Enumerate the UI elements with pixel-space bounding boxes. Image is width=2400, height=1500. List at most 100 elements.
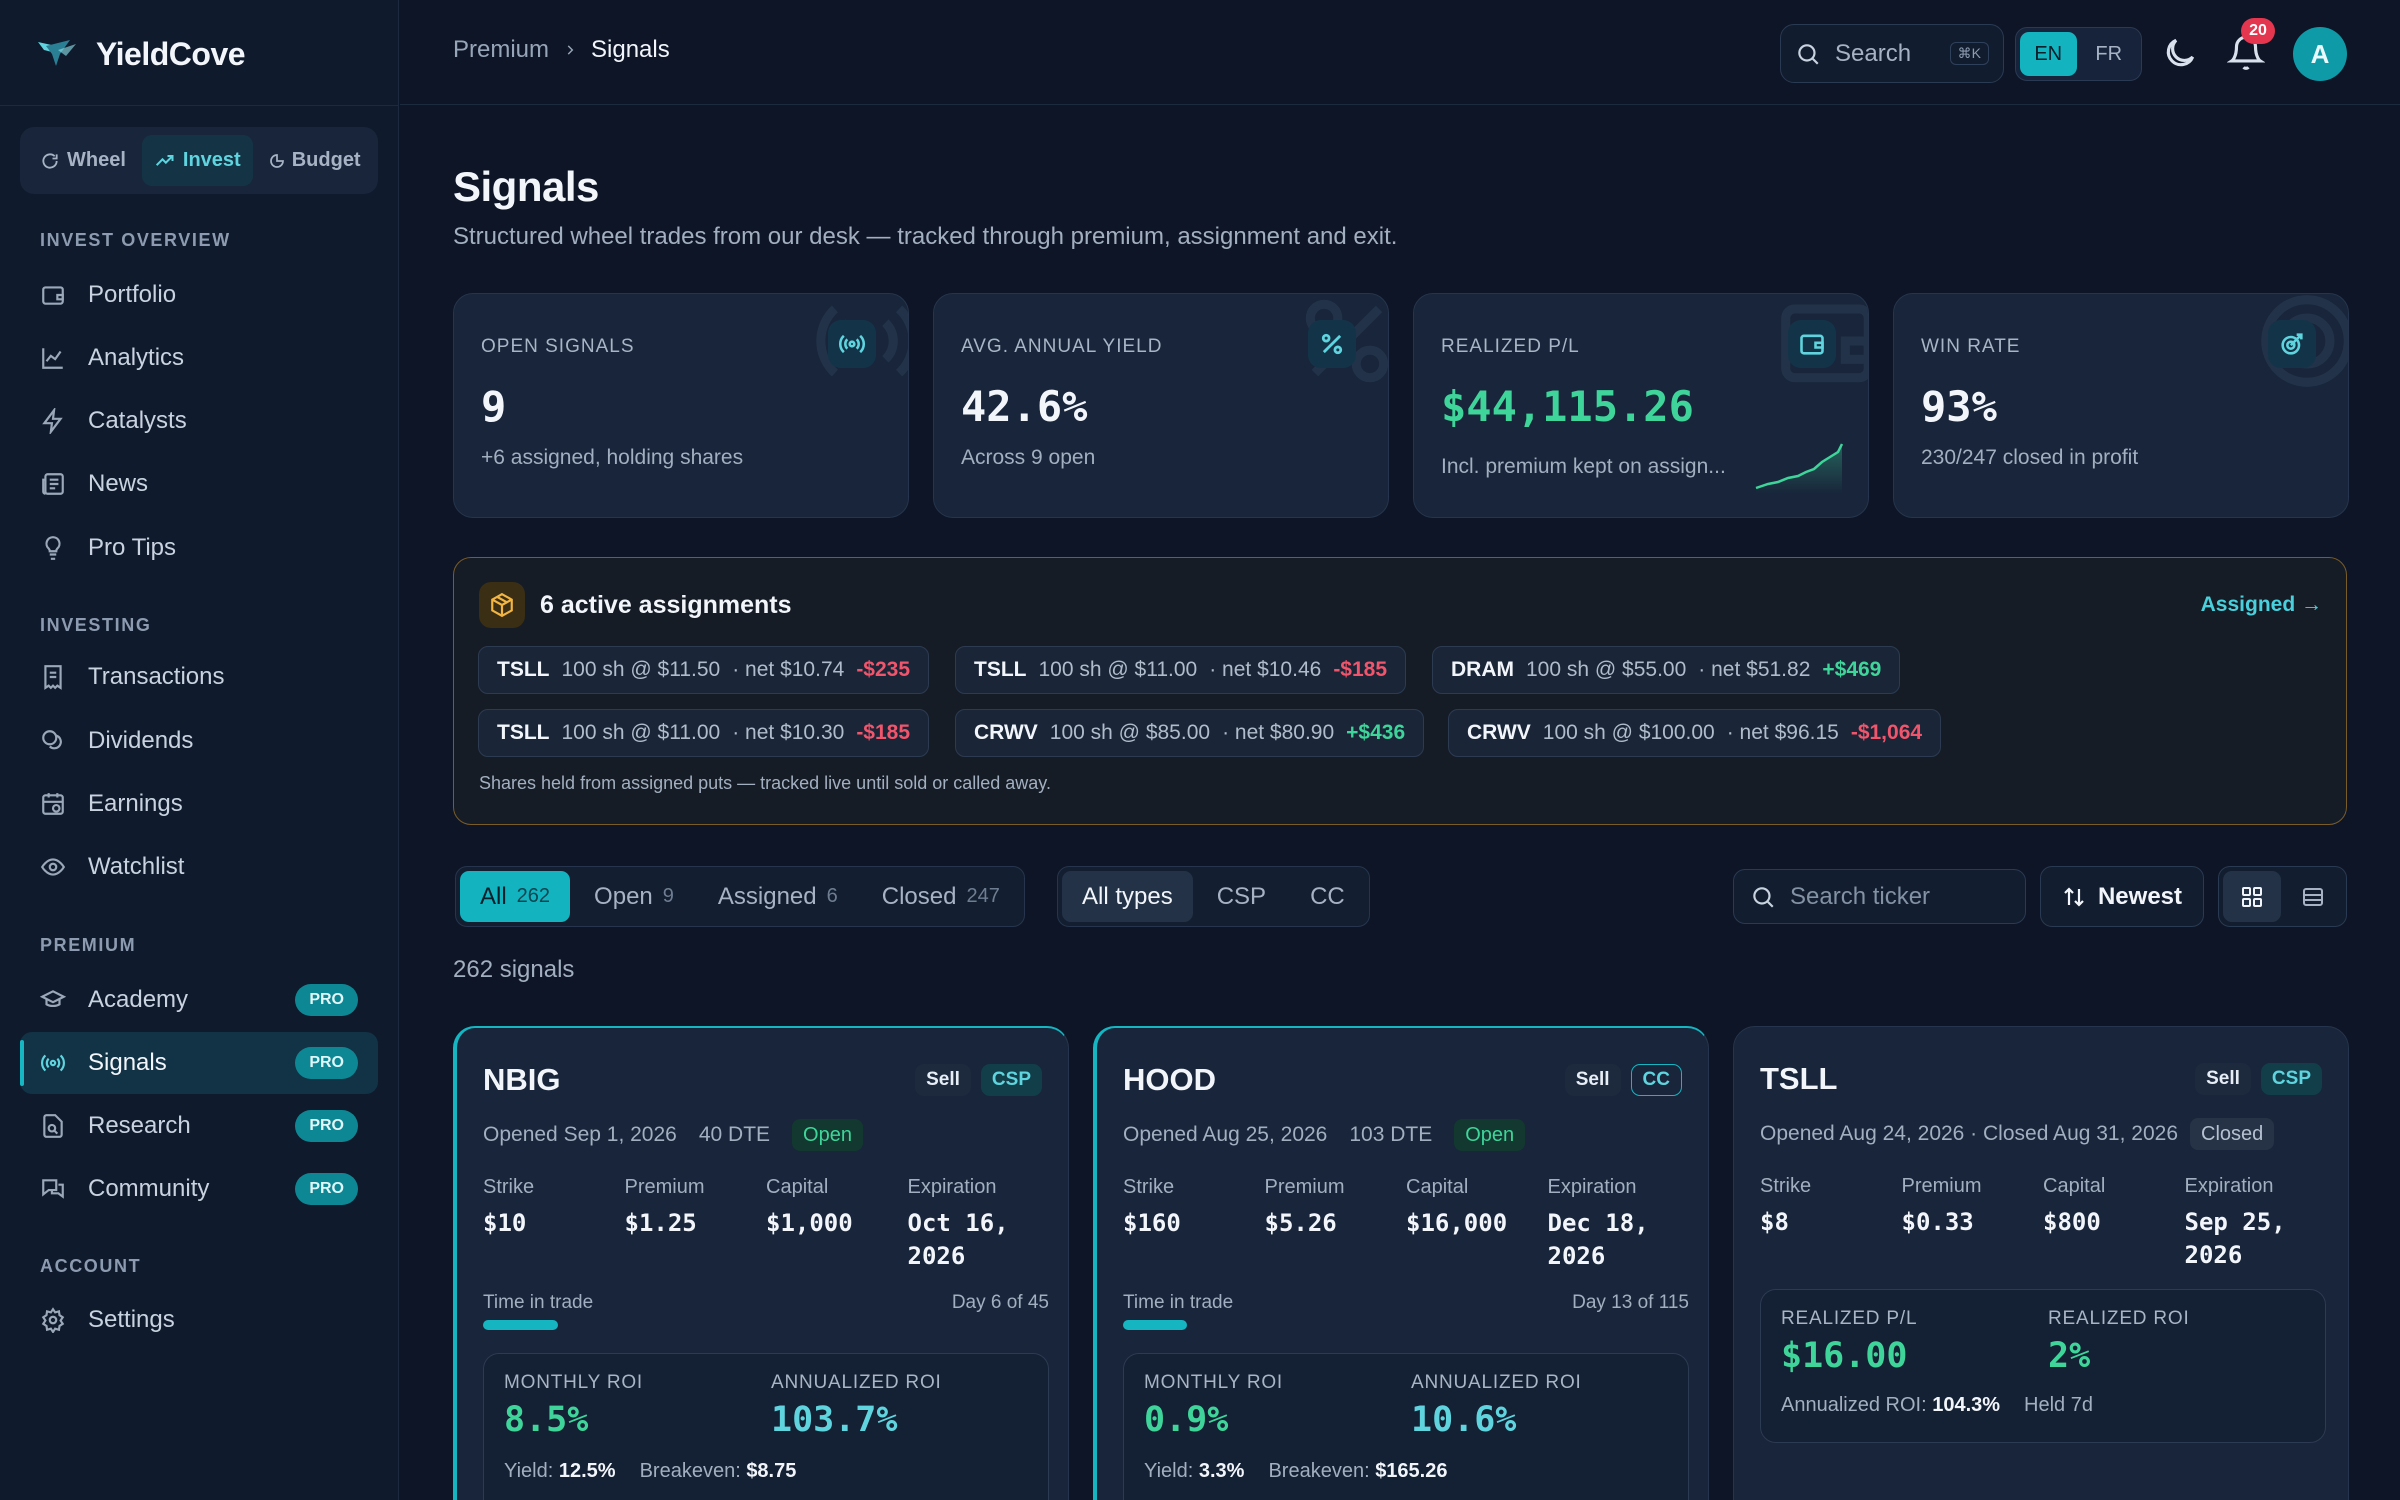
stat-value: 93% <box>1921 382 1997 431</box>
document-search-icon <box>43 1114 63 1138</box>
tab-assigned[interactable]: Assigned 6 <box>717 882 838 910</box>
divider <box>0 105 399 106</box>
sidebar-item-community[interactable]: Community PRO <box>20 1158 378 1220</box>
stat-avg-annual-yield: AVG. ANNUAL YIELD 42.6% Across 9 open <box>933 293 1389 518</box>
side-tag: Sell <box>915 1064 971 1096</box>
sidebar-item-analytics[interactable]: Analytics <box>20 327 378 389</box>
ticker-search-input[interactable]: Search ticker <box>1733 869 2026 924</box>
search-shortcut: ⌘K <box>1949 42 1989 65</box>
progress-fill <box>1123 1320 1187 1330</box>
search-icon <box>1753 886 1774 908</box>
signal-card-nbig[interactable]: NBIG Sell CSP Opened Sep 1, 2026 40 DTE … <box>453 1026 1069 1500</box>
assignment-chip[interactable]: TSLL 100 sh @ $11.00 · net $10.30 -$185 <box>478 709 930 757</box>
tab-all[interactable]: All 262 <box>460 871 571 922</box>
breadcrumb-signals: Signals <box>591 36 670 63</box>
pro-badge: PRO <box>295 984 358 1016</box>
time-in-trade-row: Time in trade Day 13 of 115 <box>1123 1292 1689 1313</box>
sidebar-item-research[interactable]: Research PRO <box>20 1095 378 1157</box>
global-search-button[interactable]: Search ⌘K <box>1780 24 2004 83</box>
sidebar-item-settings[interactable]: Settings <box>20 1289 378 1351</box>
sidebar-item-signals[interactable]: Signals PRO <box>20 1032 378 1094</box>
tab-cc[interactable]: CC <box>1310 882 1345 910</box>
lang-en[interactable]: EN <box>2020 32 2077 76</box>
theme-toggle[interactable] <box>2161 34 2199 72</box>
assignment-chip[interactable]: CRWV 100 sh @ $85.00 · net $80.90 +$436 <box>955 709 1425 757</box>
brand-logo-icon <box>36 36 80 72</box>
breadcrumb: Premium Signals <box>453 36 670 64</box>
sidebar-item-portfolio[interactable]: Portfolio <box>20 264 378 326</box>
tab-open[interactable]: Open 9 <box>594 882 674 910</box>
line-chart-icon <box>42 348 63 369</box>
roi-footer: Yield: 3.3% Breakeven: $165.26 <box>1144 1460 1448 1482</box>
broadcast-icon <box>41 1054 65 1072</box>
card-fields: Strike $8 Premium $0.33 Capital $800 Expira… <box>1760 1175 2286 1269</box>
tab-csp[interactable]: CSP <box>1216 882 1267 910</box>
signal-card-hood[interactable]: HOOD Sell CC Opened Aug 25, 2026 103 DTE… <box>1093 1026 1709 1500</box>
section-title-premium: PREMIUM <box>40 935 137 955</box>
sidebar-item-academy[interactable]: Academy PRO <box>20 969 378 1031</box>
tab-all-types[interactable]: All types <box>1062 871 1193 922</box>
type-tag: CSP <box>980 1064 1042 1096</box>
assignment-chip[interactable]: TSLL 100 sh @ $11.50 · net $10.74 -$235 <box>478 646 930 694</box>
sidebar-item-transactions[interactable]: Transactions <box>20 646 378 708</box>
stat-open-signals: OPEN SIGNALS 9 +6 assigned, holding shar… <box>453 293 909 518</box>
mode-budget[interactable]: Budget <box>257 135 373 186</box>
target-icon <box>2268 320 2316 368</box>
sidebar-item-pro-tips[interactable]: Pro Tips <box>20 517 378 579</box>
type-tag: CSP <box>2260 1063 2322 1095</box>
mode-wheel[interactable]: Wheel <box>28 135 138 186</box>
status-badge: Open <box>1454 1119 1526 1151</box>
page-subtitle: Structured wheel trades from our desk — … <box>453 223 1398 250</box>
language-switch: EN FR <box>2015 27 2142 81</box>
wallet-icon <box>1788 320 1836 368</box>
status-filter-tabs: All 262 Open 9 Assigned 6 Closed 247 <box>455 866 1025 927</box>
signal-card-tsll[interactable]: TSLL Sell CSP Opened Aug 24, 2026 · Clos… <box>1733 1026 2349 1500</box>
sidebar-item-earnings[interactable]: Earnings <box>20 773 378 835</box>
assignment-chip[interactable]: CRWV 100 sh @ $100.00 · net $96.15 -$1,0… <box>1448 709 1942 757</box>
pro-badge: PRO <box>295 1173 358 1205</box>
view-switch <box>2218 866 2347 927</box>
monthly-roi-value: 8.5% <box>504 1400 589 1440</box>
sidebar-item-news[interactable]: News <box>20 453 378 515</box>
search-icon <box>1798 43 1819 65</box>
pro-badge: PRO <box>295 1047 358 1079</box>
moon-icon <box>2166 38 2195 67</box>
assignment-chip[interactable]: TSLL 100 sh @ $11.00 · net $10.46 -$185 <box>955 646 1407 694</box>
list-view-button[interactable] <box>2285 871 2343 922</box>
time-progress-bar <box>483 1320 1049 1330</box>
pro-badge: PRO <box>295 1110 358 1142</box>
grid-view-button[interactable] <box>2223 871 2281 922</box>
roi-panel: MONTHLY ROI 0.9% ANNUALIZED ROI 10.6% Yi… <box>1123 1353 1689 1500</box>
assignment-chip[interactable]: DRAM 100 sh @ $55.00 · net $51.82 +$469 <box>1432 646 1901 694</box>
sidebar-item-catalysts[interactable]: Catalysts <box>20 390 378 452</box>
avatar[interactable]: A <box>2293 27 2347 81</box>
realized-pl-value: $16.00 <box>1781 1336 1908 1376</box>
eye-icon <box>40 858 66 876</box>
assigned-link[interactable]: Assigned → <box>2200 593 2322 616</box>
grid-icon <box>2241 886 2262 907</box>
breadcrumb-premium[interactable]: Premium <box>453 36 550 63</box>
newspaper-icon <box>42 473 64 495</box>
receipt-icon <box>44 665 62 690</box>
mode-invest[interactable]: Invest <box>141 135 253 186</box>
sort-button[interactable]: Newest <box>2040 866 2204 927</box>
brand[interactable]: YieldCove <box>36 30 246 78</box>
signal-count: 262 signals <box>453 956 575 983</box>
stat-realized-pl: REALIZED P/L $44,115.26 Incl. premium ke… <box>1413 293 1869 518</box>
annualized-roi-value: 103.7% <box>771 1400 898 1440</box>
lang-fr[interactable]: FR <box>2095 42 2123 65</box>
card-ticker: NBIG <box>483 1062 561 1097</box>
notification-count-badge: 20 <box>2241 18 2275 44</box>
sidebar-item-watchlist[interactable]: Watchlist <box>20 836 378 898</box>
mode-switch: Wheel Invest Budget <box>20 127 378 194</box>
sidebar-item-dividends[interactable]: Dividends <box>20 710 378 772</box>
card-meta: Opened Aug 25, 2026 103 DTE Open <box>1123 1119 1526 1151</box>
card-tags: Sell CSP <box>2195 1063 2322 1095</box>
side-tag: Sell <box>2195 1063 2251 1095</box>
coins-icon <box>42 730 62 750</box>
type-tag: CC <box>1630 1064 1682 1096</box>
type-filter-tabs: All types CSP CC <box>1057 866 1370 927</box>
stat-label: REALIZED P/L <box>1441 336 1580 357</box>
tab-closed[interactable]: Closed 247 <box>881 882 1000 910</box>
sparkline-chart <box>1755 443 1844 494</box>
